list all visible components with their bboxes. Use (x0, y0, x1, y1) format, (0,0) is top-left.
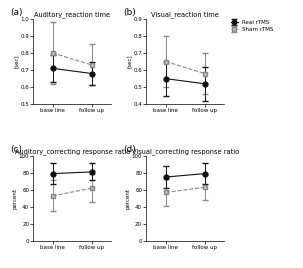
Title: Visual_reaction time: Visual_reaction time (151, 11, 219, 18)
Y-axis label: [sec]: [sec] (14, 55, 19, 68)
Legend: Real rTMS, Sham rTMS: Real rTMS, Sham rTMS (231, 20, 273, 32)
Title: Auditory_reaction time: Auditory_reaction time (34, 11, 110, 18)
Y-axis label: percent: percent (12, 188, 17, 209)
Y-axis label: [sec]: [sec] (127, 55, 132, 68)
Text: (d): (d) (123, 144, 136, 154)
Title: Auditory_correcting response ratio: Auditory_correcting response ratio (15, 148, 130, 155)
Text: (a): (a) (10, 8, 22, 17)
Text: (c): (c) (10, 144, 22, 154)
Y-axis label: percent: percent (125, 188, 130, 209)
Title: Visual_correcting response ratio: Visual_correcting response ratio (132, 148, 239, 155)
Text: (b): (b) (123, 8, 136, 17)
